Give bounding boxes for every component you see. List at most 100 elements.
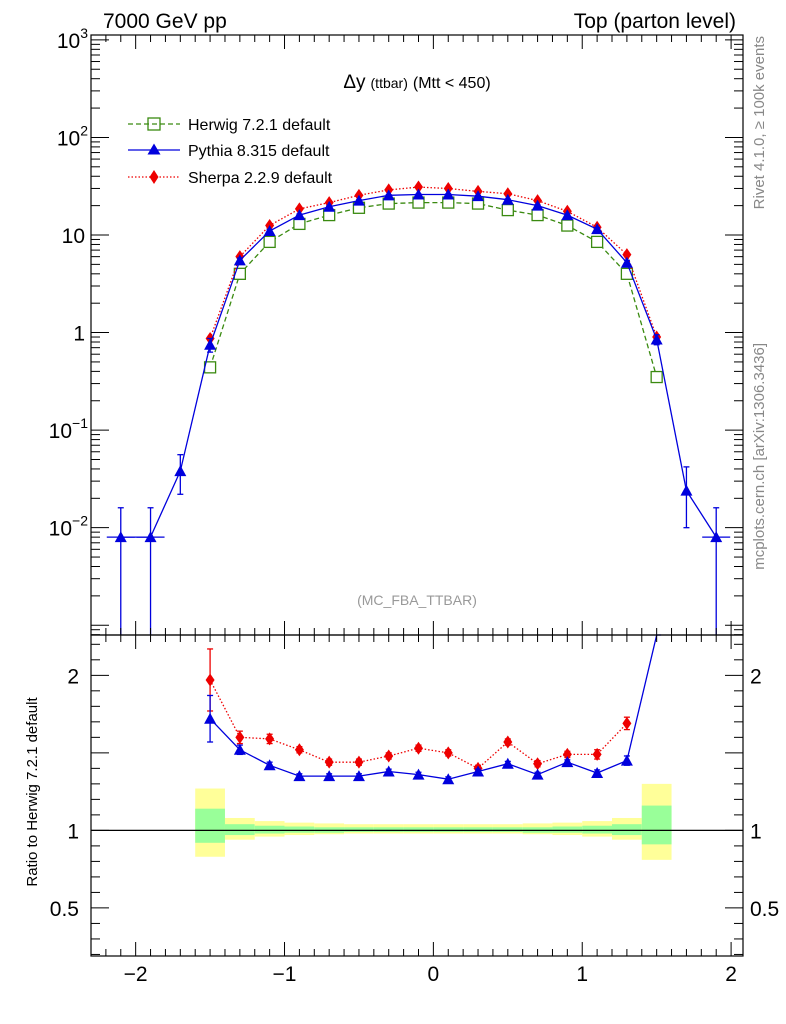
data-point-pythia: [293, 209, 306, 221]
data-point-pythia: [412, 188, 425, 200]
legend-entry-herwig: Herwig 7.2.1 default: [128, 117, 331, 134]
y-tick-label-ratio-right: 0.5: [750, 898, 779, 921]
data-point-sherpa: [503, 187, 513, 201]
y-tick-label-ratio: 2: [67, 665, 79, 688]
legend-entry-sherpa: Sherpa 2.2.9 default: [128, 170, 333, 187]
legend-marker-sherpa: [149, 170, 159, 184]
ratio-band-inner: [373, 827, 404, 832]
data-point-herwig: [501, 203, 514, 217]
y-tick-label-main: 10−2: [49, 513, 89, 541]
plot-title: Δy (ttbar) (Mtt < 450): [343, 72, 490, 93]
ratio-point-sherpa: [503, 735, 513, 749]
x-tick-label: 1: [576, 963, 588, 986]
ratio-band-inner: [254, 825, 285, 834]
legend-label-herwig: Herwig 7.2.1 default: [188, 117, 331, 134]
data-point-herwig: [650, 370, 663, 384]
ratio-point-pythia: [382, 765, 395, 777]
ratio-point-sherpa: [324, 755, 334, 769]
ratio-point-pythia: [472, 765, 485, 777]
ratio-band-inner: [492, 827, 523, 832]
ratio-point-sherpa: [235, 730, 245, 744]
data-point-sherpa: [443, 181, 453, 195]
ratio-band-inner: [552, 826, 583, 833]
plot-title-cond: (Mtt < 450): [413, 75, 491, 92]
ratio-point-pythia: [263, 759, 276, 771]
data-point-pythia: [531, 199, 544, 211]
data-point-pythia: [263, 224, 276, 236]
mcplots-label: mcplots.cern.ch [arXiv:1306.3436]: [751, 343, 768, 570]
data-point-pythia: [591, 223, 604, 235]
y-tick-label-main: 1: [73, 323, 85, 346]
x-tick-label: 2: [725, 963, 737, 986]
data-point-herwig: [590, 235, 604, 249]
data-point-pythia: [382, 189, 395, 201]
ratio-point-pythia: [412, 768, 425, 780]
data-point-pythia: [501, 193, 514, 205]
data-point-pythia: [680, 484, 693, 496]
data-point-herwig: [620, 267, 634, 280]
ratio-point-sherpa: [354, 755, 364, 769]
ratio-line-pythia: [209, 634, 662, 780]
data-point-pythia: [352, 194, 365, 206]
ratio-data-layer: [91, 634, 743, 860]
rivet-version-label: Rivet 4.1.0, ≥ 100k events: [751, 36, 768, 209]
ratio-band-inner: [641, 805, 672, 845]
ratio-band-inner: [284, 826, 315, 833]
legend-label-sherpa: Sherpa 2.2.9 default: [188, 170, 333, 187]
ratio-band-inner: [582, 825, 613, 834]
plot-title-main: Δy: [343, 72, 366, 93]
y-tick-label-main: 103: [57, 25, 88, 53]
data-point-pythia: [620, 256, 633, 268]
ratio-band-inner: [433, 827, 464, 832]
ratio-point-pythia: [561, 756, 574, 768]
x-tick-label: −1: [273, 963, 297, 986]
analysis-label: (MC_FBA_TTBAR): [357, 592, 477, 608]
ratio-point-pythia: [442, 773, 455, 785]
data-point-pythia: [174, 465, 187, 477]
ratio-panel: −2 −1 0 1 2 2 2 1 1 0.5 0.5 Ratio to Herwig 7.2.1 …: [24, 634, 779, 986]
ratio-band-inner: [344, 827, 374, 832]
ratio-point-sherpa: [265, 732, 275, 746]
ratio-point-pythia: [352, 770, 365, 782]
legend-label-pythia: Pythia 8.315 default: [188, 143, 330, 160]
data-point-pythia: [114, 531, 127, 543]
data-point-pythia: [442, 188, 455, 200]
y-tick-label-ratio: 0.5: [50, 898, 79, 921]
process-label: Top (parton level): [574, 10, 736, 33]
x-tick-label: −2: [124, 963, 148, 986]
ratio-point-sherpa: [622, 716, 632, 730]
ratio-point-sherpa: [592, 747, 602, 761]
series-line-herwig: [209, 201, 658, 378]
data-point-sherpa: [294, 202, 304, 216]
ratio-ylabel: Ratio to Herwig 7.2.1 default: [24, 697, 41, 887]
series-line-sherpa: [209, 186, 658, 339]
data-point-herwig: [531, 208, 544, 222]
collision-label: 7000 GeV pp: [103, 10, 227, 33]
ratio-point-sherpa: [562, 747, 572, 761]
ratio-point-pythia: [293, 770, 306, 782]
ratio-point-pythia: [233, 743, 246, 755]
ratio-point-pythia: [323, 770, 336, 782]
data-point-pythia: [204, 338, 217, 350]
ratio-band-inner: [224, 824, 255, 836]
legend: Herwig 7.2.1 default Pythia 8.315 defaul…: [128, 117, 333, 187]
ratio-point-sherpa: [205, 673, 215, 687]
legend-entry-pythia: Pythia 8.315 default: [128, 143, 330, 160]
ratio-band-inner: [612, 824, 642, 836]
y-tick-label-ratio: 1: [67, 820, 79, 843]
plot-title-sub: (ttbar): [371, 75, 408, 91]
x-tick-label: 0: [428, 963, 440, 986]
ratio-point-sherpa: [294, 743, 304, 757]
data-point-sherpa: [413, 180, 423, 194]
data-point-herwig: [561, 219, 574, 232]
data-point-pythia: [144, 531, 157, 543]
legend-marker-herwig: [147, 117, 161, 131]
ratio-band-inner: [463, 827, 493, 832]
data-point-herwig: [233, 267, 247, 280]
ratio-point-pythia: [531, 768, 544, 780]
data-point-pythia: [561, 209, 574, 221]
data-point-pythia: [323, 200, 336, 212]
ratio-point-sherpa: [533, 757, 543, 771]
